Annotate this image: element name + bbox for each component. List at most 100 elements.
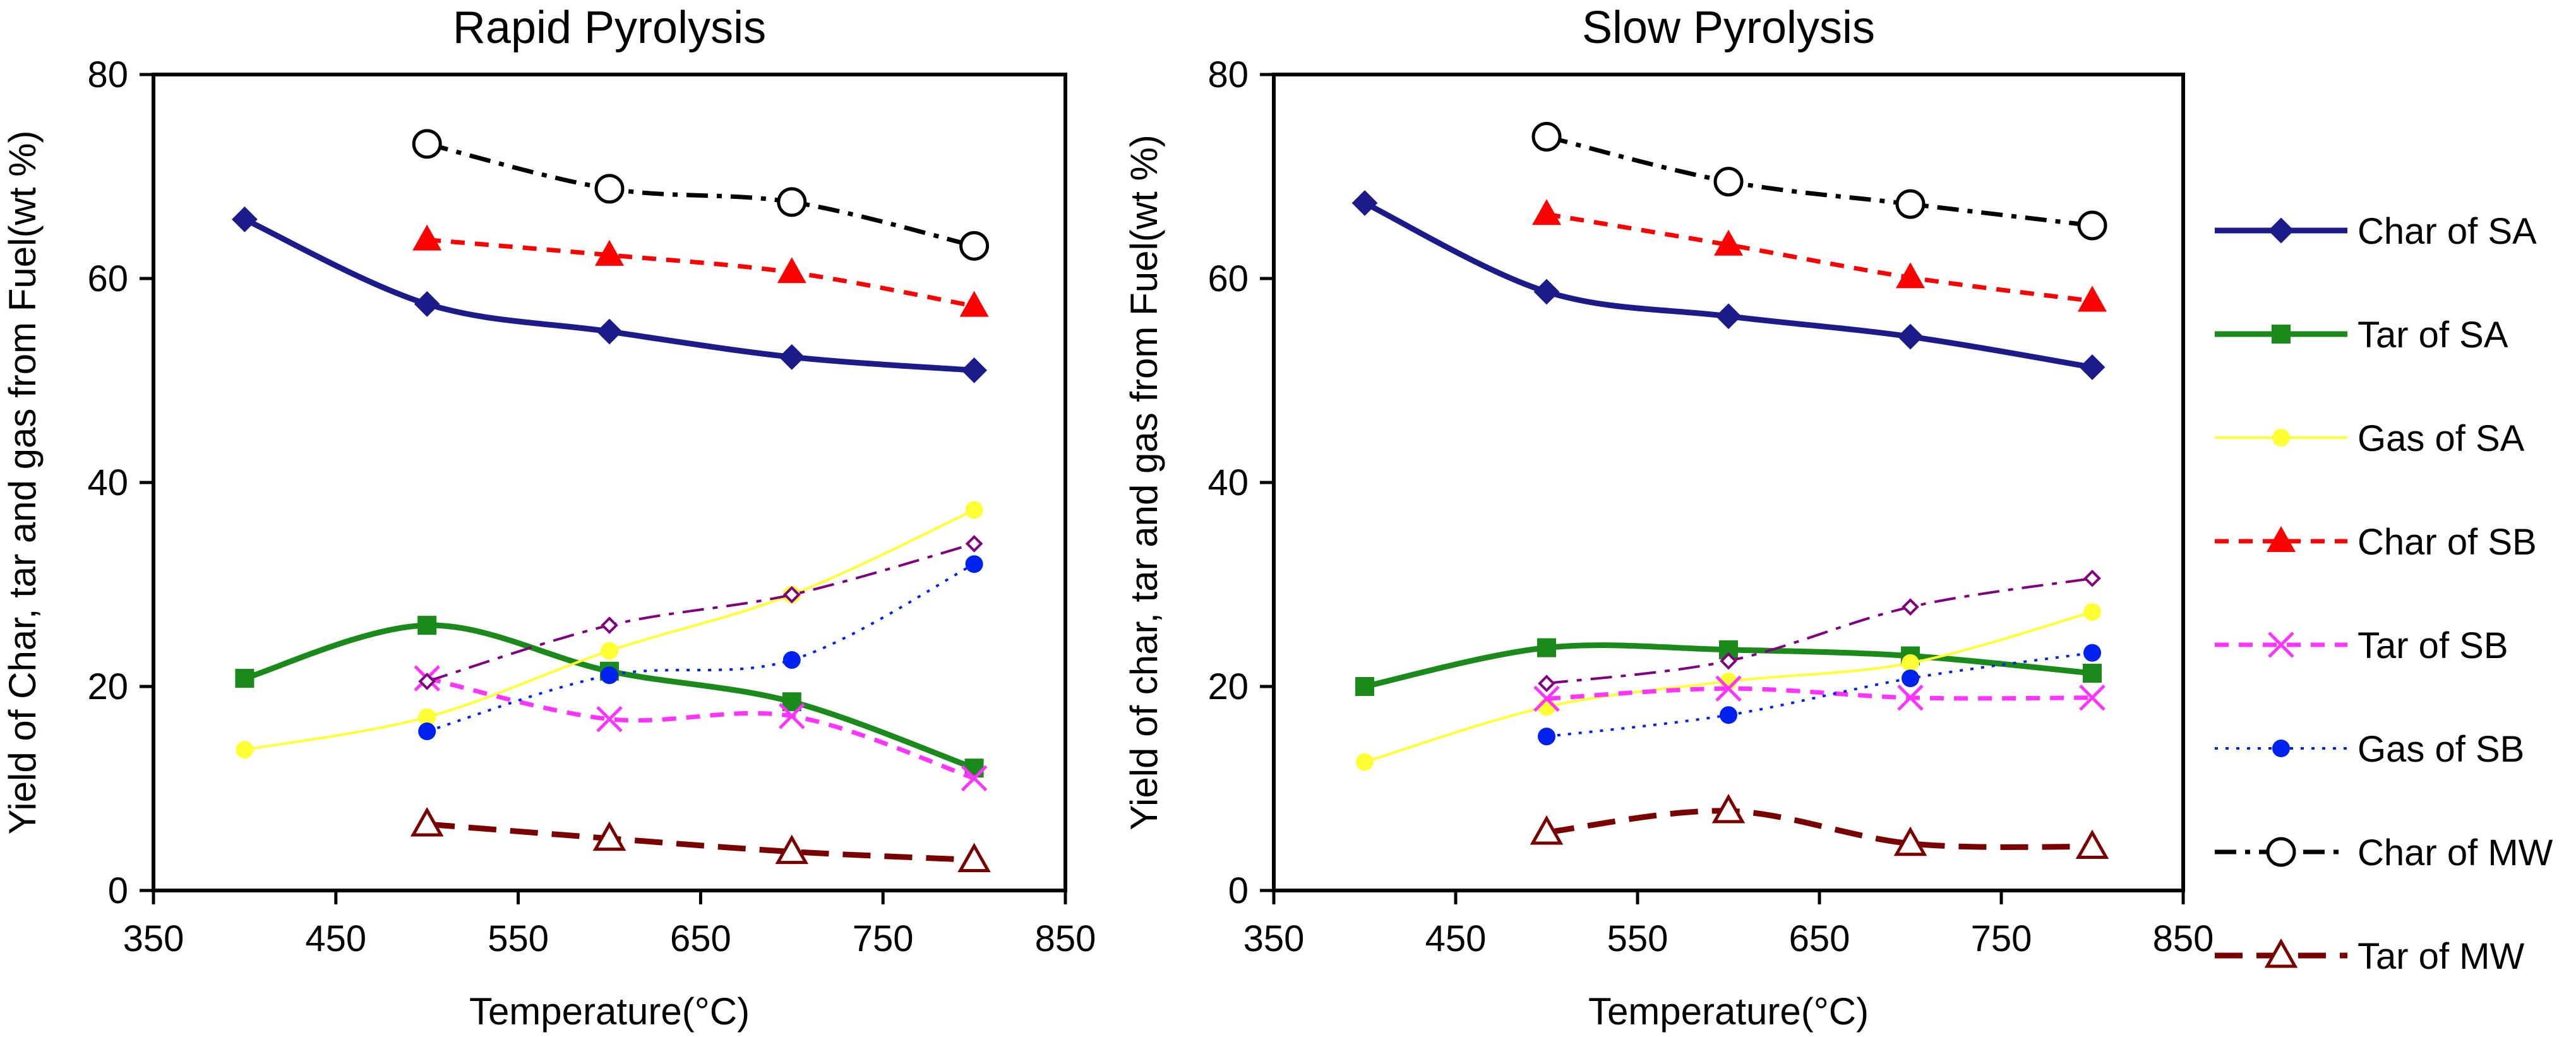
series-gas-of-sb	[1538, 644, 2101, 746]
data-point-tar-of-sb	[961, 765, 988, 792]
legend-item-gas-of-sb: Gas of SB	[2215, 729, 2524, 770]
data-point-char-of-sb	[777, 257, 806, 284]
legend-marker	[2272, 325, 2291, 344]
series-layer	[231, 129, 991, 873]
y-axis-label: Yield of Char, tar and gas from Fuel(wt …	[1, 131, 44, 835]
data-point-gas-of-sb	[601, 666, 618, 685]
data-point-tar-of-sa	[417, 616, 437, 635]
data-point-char-of-sb	[1896, 262, 1925, 289]
data-point-tar-of-mw	[957, 842, 991, 873]
legend-label: Char of SB	[2357, 522, 2537, 563]
data-point-gas-of-mw	[601, 616, 618, 634]
data-point-char-of-mw	[2077, 210, 2107, 241]
legend-item-char-of-mw: Char of MW	[2215, 832, 2553, 873]
data-point-char-of-sa	[961, 357, 988, 383]
series-char-of-sb	[1532, 199, 2107, 312]
legend-item-tar-of-sa: Tar of SA	[2215, 315, 2508, 356]
legend-label: Char of SA	[2357, 211, 2537, 252]
data-point-gas-of-sa	[236, 741, 254, 759]
data-point-char-of-sa	[596, 318, 623, 345]
data-point-char-of-mw	[412, 129, 442, 159]
data-point-char-of-mw	[1713, 167, 1744, 197]
x-axis-label: Temperature(°C)	[469, 990, 750, 1033]
series-line-char-of-mw	[1546, 135, 2093, 228]
x-axis: 350 450 550 650 750 850	[123, 890, 1096, 959]
y-tick-label: 60	[87, 258, 128, 299]
series-gas-of-sb	[418, 555, 983, 741]
legend-label: Tar of SA	[2357, 315, 2508, 356]
data-point-tar-of-sb	[1715, 675, 1742, 702]
legend-label: Char of MW	[2357, 832, 2553, 873]
data-point-char-of-sb	[2078, 285, 2107, 312]
series-gas-of-mw	[418, 535, 983, 690]
data-point-char-of-mw	[1531, 122, 1562, 152]
data-point-gas-of-sb	[418, 722, 436, 741]
series-line-char-of-sb	[426, 237, 975, 309]
data-point-tar-of-mw	[775, 834, 809, 865]
data-point-tar-of-sb	[779, 703, 805, 729]
legend-marker	[2272, 740, 2290, 757]
data-point-tar-of-sb	[1897, 685, 1924, 711]
x-axis-label: Temperature(°C)	[1588, 990, 1869, 1033]
x-tick-label: 850	[2153, 918, 2214, 959]
series-tar-of-sb	[1533, 675, 2106, 712]
data-point-char-of-sa	[1897, 323, 1924, 350]
y-tick-label: 20	[1207, 666, 1249, 707]
legend-item-tar-of-sb: Tar of SB	[2215, 625, 2508, 666]
x-tick-label: 550	[1607, 918, 1668, 959]
y-tick-label: 40	[87, 462, 128, 503]
x-tick-label: 650	[670, 918, 731, 959]
legend-label: Gas of SB	[2357, 729, 2524, 770]
series-char-of-sa	[1351, 190, 2106, 380]
data-point-char-of-sa	[1351, 190, 1378, 216]
data-point-tar-of-sb	[1533, 685, 1560, 712]
y-tick-label: 0	[1228, 870, 1249, 911]
series-char-of-mw	[1531, 122, 2107, 241]
series-tar-of-mw	[1530, 793, 2109, 860]
x-tick-label: 550	[488, 918, 549, 959]
data-point-tar-of-sa	[2083, 664, 2102, 683]
legend-label: Gas of SA	[2357, 418, 2525, 459]
data-point-gas-of-mw	[965, 535, 983, 553]
y-axis: 0 20 40 60 80	[1207, 54, 1274, 911]
x-tick-label: 650	[1789, 918, 1850, 959]
legend-marker	[2266, 837, 2296, 867]
data-point-char-of-sb	[412, 224, 442, 251]
x-tick-label: 450	[305, 918, 366, 959]
legend-label: Tar of MW	[2357, 936, 2524, 977]
data-point-gas-of-sa	[418, 708, 436, 726]
series-tar-of-sb	[414, 665, 988, 792]
slow-pyrolysis-panel: Slow Pyrolysis 0 20 40 60 80 350 450 550 650 750…	[1123, 3, 2214, 1033]
data-point-tar-of-mw	[1711, 793, 1746, 824]
data-point-gas-of-sa	[601, 642, 618, 660]
data-point-char-of-sb	[595, 239, 624, 266]
data-point-tar-of-mw	[592, 821, 626, 851]
data-point-gas-of-mw	[1720, 652, 1737, 670]
data-point-gas-of-sa	[1356, 753, 1374, 771]
y-tick-label: 60	[1207, 258, 1249, 299]
data-point-char-of-sa	[1533, 279, 1560, 305]
series-line-tar-of-sb	[426, 676, 975, 781]
data-point-char-of-sa	[2079, 354, 2106, 380]
data-point-tar-of-sb	[2079, 685, 2106, 711]
y-tick-label: 0	[108, 870, 128, 911]
series-line-gas-of-mw	[426, 542, 975, 683]
series-line-char-of-mw	[426, 141, 975, 248]
data-point-char-of-sa	[1715, 303, 1742, 330]
x-tick-label: 350	[123, 918, 184, 959]
data-point-tar-of-sa	[1537, 638, 1556, 657]
data-point-tar-of-mw	[1893, 826, 1927, 856]
y-tick-label: 80	[87, 54, 128, 95]
y-tick-label: 20	[87, 666, 128, 707]
data-point-gas-of-sa	[965, 501, 983, 519]
series-layer	[1351, 122, 2109, 860]
series-char-of-mw	[412, 129, 990, 261]
data-point-gas-of-mw	[782, 585, 801, 604]
data-point-gas-of-mw	[1902, 598, 1919, 616]
x-axis: 350 450 550 650 750 850	[1243, 890, 2214, 959]
x-tick-label: 450	[1425, 918, 1487, 959]
data-point-gas-of-mw	[418, 673, 436, 690]
legend-marker	[2268, 217, 2294, 244]
